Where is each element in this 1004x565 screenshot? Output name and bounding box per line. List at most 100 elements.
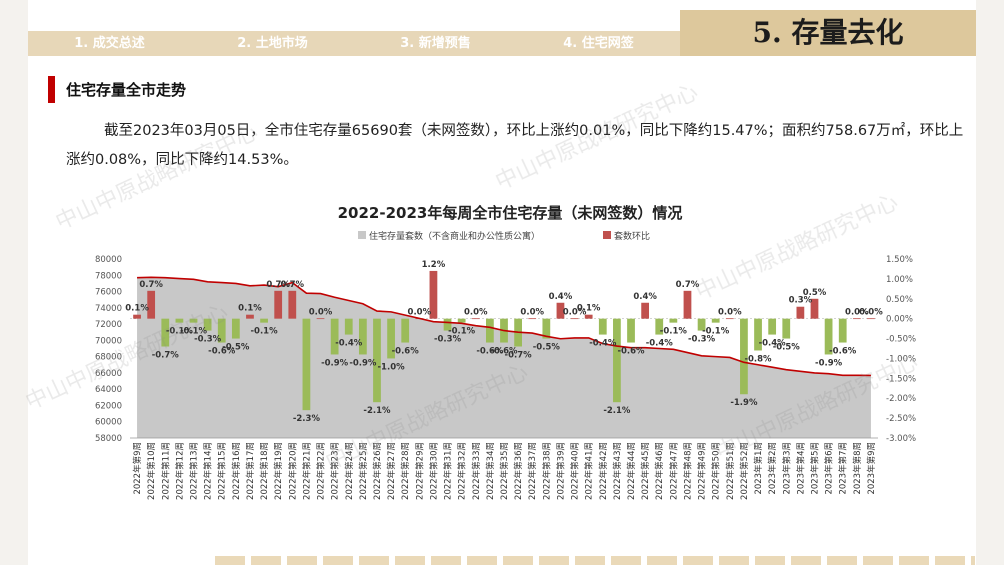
wow-bar bbox=[796, 306, 805, 319]
wow-bar bbox=[147, 290, 156, 319]
y-left-tick-label: 66000 bbox=[95, 369, 122, 379]
chart-bar-series bbox=[133, 270, 875, 411]
y-left-tick-label: 70000 bbox=[95, 336, 122, 346]
wow-bar bbox=[175, 318, 184, 323]
x-tick-label: 2022年第13周 bbox=[189, 442, 200, 500]
wow-data-label: -0.6% bbox=[490, 347, 518, 357]
x-tick-label: 2022年第44周 bbox=[626, 442, 637, 500]
wow-data-label: -0.6% bbox=[617, 347, 645, 357]
wow-data-label: -0.9% bbox=[815, 358, 843, 368]
wow-bar bbox=[387, 318, 395, 359]
y-left-tick-label: 62000 bbox=[95, 401, 122, 411]
wow-data-label: -0.1% bbox=[702, 327, 730, 337]
x-tick-label: 2022年第47周 bbox=[668, 442, 679, 500]
chart-legend: 住宅存量套数（不含商业和办公性质公寓） 套数环比 bbox=[358, 230, 650, 242]
x-tick-label: 2022年第21周 bbox=[301, 442, 312, 500]
wow-bar bbox=[754, 318, 762, 351]
wow-bar bbox=[697, 318, 706, 331]
x-tick-label: 2023年第2周 bbox=[767, 442, 778, 495]
wow-bar bbox=[768, 318, 777, 335]
y-right-tick-label: 1.50% bbox=[886, 255, 913, 265]
y-left-tick-label: 76000 bbox=[95, 288, 122, 298]
wow-bar bbox=[288, 290, 297, 319]
x-tick-label: 2022年第20周 bbox=[287, 442, 298, 500]
x-tick-label: 2022年第22周 bbox=[316, 442, 327, 500]
wow-bar bbox=[358, 318, 367, 355]
wow-bar bbox=[302, 318, 311, 411]
y-right-tick-label: 0.50% bbox=[886, 295, 913, 305]
x-tick-label: 2022年第31周 bbox=[443, 442, 454, 500]
y-right-tick-label: -1.00% bbox=[886, 354, 916, 364]
wow-bar bbox=[740, 318, 748, 395]
chart-title: 2022-2023年每周全市住宅存量（未网签数）情况 bbox=[338, 204, 683, 222]
x-tick-label: 2023年第4周 bbox=[795, 442, 806, 495]
legend-swatch-bar bbox=[603, 231, 611, 239]
wow-data-label: 0.0% bbox=[718, 308, 742, 318]
subtitle-marker bbox=[48, 76, 55, 103]
wow-bar bbox=[570, 318, 579, 320]
wow-bar bbox=[613, 318, 621, 403]
x-tick-label: 2022年第41周 bbox=[584, 442, 595, 500]
y-right-tick-label: 1.00% bbox=[886, 275, 913, 285]
wow-bar bbox=[641, 302, 650, 319]
wow-data-label: -0.8% bbox=[744, 354, 772, 364]
wow-bar bbox=[133, 314, 141, 319]
wow-bar bbox=[203, 318, 212, 331]
chart-area-series bbox=[137, 277, 871, 438]
y-left-tick-label: 80000 bbox=[95, 255, 122, 265]
tab-transaction-overview[interactable]: 1. 成交总述 bbox=[74, 36, 145, 51]
x-tick-label: 2022年第37周 bbox=[527, 442, 538, 500]
wow-bar bbox=[584, 314, 593, 319]
wow-bar bbox=[316, 318, 325, 320]
x-tick-label: 2023年第6周 bbox=[824, 442, 835, 495]
x-tick-label: 2022年第38周 bbox=[541, 442, 552, 500]
wow-bar bbox=[401, 318, 410, 343]
y-right-tick-label: -1.50% bbox=[886, 374, 916, 384]
x-tick-label: 2022年第16周 bbox=[231, 442, 242, 500]
wow-data-label: -0.9% bbox=[349, 358, 377, 368]
x-tick-label: 2022年第23周 bbox=[330, 442, 341, 500]
chart-x-ticks: 2022年第9周 2022年第10周 2022年第11周 2022年第12周 2022年… bbox=[132, 442, 877, 500]
wow-data-label: -0.6% bbox=[829, 347, 857, 357]
x-tick-label: 2022年第9周 bbox=[132, 442, 143, 495]
wow-bar bbox=[627, 318, 635, 343]
tab-residential-signing[interactable]: 4. 住宅网签 bbox=[563, 36, 634, 51]
inventory-area bbox=[137, 277, 871, 438]
wow-data-label: -0.4% bbox=[589, 339, 617, 349]
y-left-tick-label: 72000 bbox=[95, 320, 122, 330]
wow-data-label: -0.1% bbox=[448, 327, 476, 337]
x-tick-label: 2022年第19周 bbox=[273, 442, 284, 500]
wow-bar bbox=[810, 298, 819, 319]
x-tick-label: 2022年第30周 bbox=[428, 442, 439, 500]
x-tick-label: 2022年第33周 bbox=[471, 442, 482, 500]
wow-data-label: 0.0% bbox=[309, 308, 333, 318]
chart-axes: 80000 78000 76000 74000 72000 70000 68000 66000… bbox=[95, 255, 916, 444]
wow-data-label: 0.7% bbox=[139, 280, 163, 290]
section-title-box bbox=[680, 10, 976, 56]
wow-data-label: -0.7% bbox=[152, 351, 180, 361]
wow-bar bbox=[231, 318, 240, 339]
watermark-text: 中山中原战略研究中心 bbox=[492, 80, 702, 196]
wow-bar bbox=[655, 318, 664, 335]
wow-data-label: 0.0% bbox=[408, 308, 432, 318]
y-left-tick-label: 64000 bbox=[95, 385, 122, 395]
wow-bar bbox=[189, 318, 198, 323]
y-left-tick-label: 58000 bbox=[95, 434, 122, 444]
x-tick-label: 2023年第9周 bbox=[866, 442, 877, 495]
wow-data-label: 0.1% bbox=[577, 304, 601, 314]
tab-new-presale[interactable]: 3. 新增预售 bbox=[400, 36, 471, 51]
x-tick-label: 2022年第49周 bbox=[697, 442, 708, 500]
inventory-line bbox=[137, 276, 871, 377]
wow-bar bbox=[725, 318, 734, 320]
wow-data-label: 0.3% bbox=[789, 296, 813, 306]
x-tick-label: 2023年第7周 bbox=[838, 442, 849, 495]
summary-paragraph: 截至2023年03月05日，全市住宅存量65690套（未网签数），环比上涨约0.… bbox=[66, 123, 964, 168]
wow-data-label: -2.1% bbox=[363, 406, 391, 416]
y-left-tick-label: 78000 bbox=[95, 271, 122, 281]
x-tick-label: 2022年第35周 bbox=[499, 442, 510, 500]
wow-data-label: -0.5% bbox=[222, 343, 250, 353]
wow-bar bbox=[669, 318, 678, 323]
wow-bar bbox=[443, 318, 452, 331]
x-tick-label: 2022年第29周 bbox=[414, 442, 425, 500]
tab-land-market[interactable]: 2. 土地市场 bbox=[237, 36, 308, 51]
